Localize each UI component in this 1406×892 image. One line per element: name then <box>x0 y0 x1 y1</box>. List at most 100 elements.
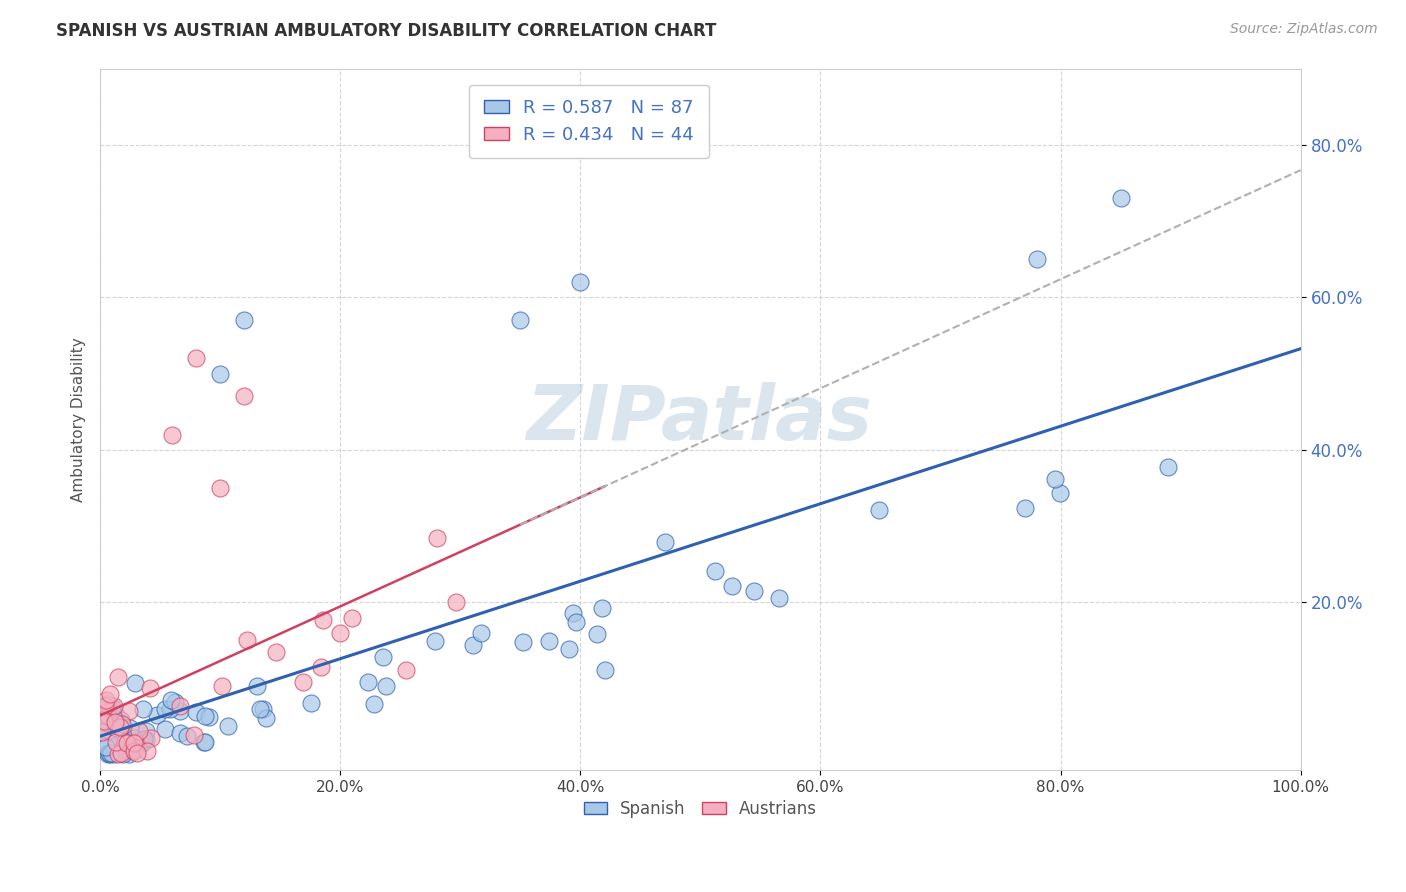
Point <box>252 702 274 716</box>
Point <box>561 607 583 621</box>
Point <box>110 713 132 727</box>
Point <box>254 711 277 725</box>
Legend: Spanish, Austrians: Spanish, Austrians <box>576 794 824 825</box>
Point <box>121 744 143 758</box>
Point <box>1014 501 1036 516</box>
Point <box>868 503 890 517</box>
Point <box>593 663 616 677</box>
Point <box>94 740 117 755</box>
Point <box>97 697 120 711</box>
Point <box>1157 460 1180 475</box>
Point <box>118 734 141 748</box>
Point <box>299 697 322 711</box>
Y-axis label: Ambulatory Disability: Ambulatory Disability <box>72 337 86 501</box>
Point <box>138 681 160 695</box>
Point <box>90 738 112 752</box>
Point <box>111 717 134 731</box>
Point <box>132 731 155 746</box>
Point <box>96 716 118 731</box>
Point <box>103 747 125 761</box>
Point <box>128 724 150 739</box>
Point <box>565 615 588 629</box>
Point <box>103 699 125 714</box>
Point <box>1025 252 1047 267</box>
Point <box>233 389 256 403</box>
Point <box>122 731 145 745</box>
Point <box>654 535 676 549</box>
Point <box>591 601 613 615</box>
Point <box>98 687 121 701</box>
Point <box>183 728 205 742</box>
Point <box>374 679 396 693</box>
Point <box>120 734 142 748</box>
Point <box>145 708 167 723</box>
Point <box>720 578 742 592</box>
Point <box>160 427 183 442</box>
Point <box>159 693 181 707</box>
Point <box>118 747 141 761</box>
Point <box>111 747 134 761</box>
Point <box>101 700 124 714</box>
Point <box>426 532 449 546</box>
Point <box>742 584 765 599</box>
Point <box>136 744 159 758</box>
Point <box>169 704 191 718</box>
Point <box>233 313 256 327</box>
Point <box>357 675 380 690</box>
Point <box>176 729 198 743</box>
Point <box>124 676 146 690</box>
Point <box>104 735 127 749</box>
Point <box>236 633 259 648</box>
Point <box>312 613 335 627</box>
Point <box>111 742 134 756</box>
Point <box>125 735 148 749</box>
Point <box>118 721 141 735</box>
Point <box>104 715 127 730</box>
Point <box>93 714 115 728</box>
Point <box>309 660 332 674</box>
Point <box>94 699 117 714</box>
Point <box>98 747 121 761</box>
Point <box>118 705 141 719</box>
Point <box>768 591 790 605</box>
Point <box>470 626 492 640</box>
Point <box>91 723 114 738</box>
Point <box>135 723 157 738</box>
Point <box>1043 472 1066 486</box>
Point <box>122 736 145 750</box>
Point <box>1109 191 1132 205</box>
Point <box>363 697 385 711</box>
Point <box>114 735 136 749</box>
Point <box>114 734 136 748</box>
Text: ZIPatlas: ZIPatlas <box>527 383 873 457</box>
Point <box>122 741 145 756</box>
Point <box>135 733 157 747</box>
Point <box>107 747 129 761</box>
Point <box>246 679 269 693</box>
Point <box>1049 486 1071 500</box>
Point <box>169 699 191 714</box>
Point <box>198 710 221 724</box>
Point <box>94 698 117 712</box>
Point <box>110 746 132 760</box>
Point <box>509 313 531 327</box>
Point <box>371 649 394 664</box>
Point <box>153 723 176 737</box>
Point <box>557 642 579 657</box>
Point <box>163 695 186 709</box>
Point <box>461 638 484 652</box>
Text: SPANISH VS AUSTRIAN AMBULATORY DISABILITY CORRELATION CHART: SPANISH VS AUSTRIAN AMBULATORY DISABILIT… <box>56 22 717 40</box>
Text: Source: ZipAtlas.com: Source: ZipAtlas.com <box>1230 22 1378 37</box>
Point <box>97 746 120 760</box>
Point <box>122 744 145 758</box>
Point <box>115 736 138 750</box>
Point <box>423 634 446 648</box>
Point <box>194 734 217 748</box>
Point <box>194 709 217 723</box>
Point <box>104 739 127 754</box>
Point <box>114 737 136 751</box>
Point <box>538 633 561 648</box>
Point <box>90 699 112 714</box>
Point <box>704 564 727 578</box>
Point <box>94 692 117 706</box>
